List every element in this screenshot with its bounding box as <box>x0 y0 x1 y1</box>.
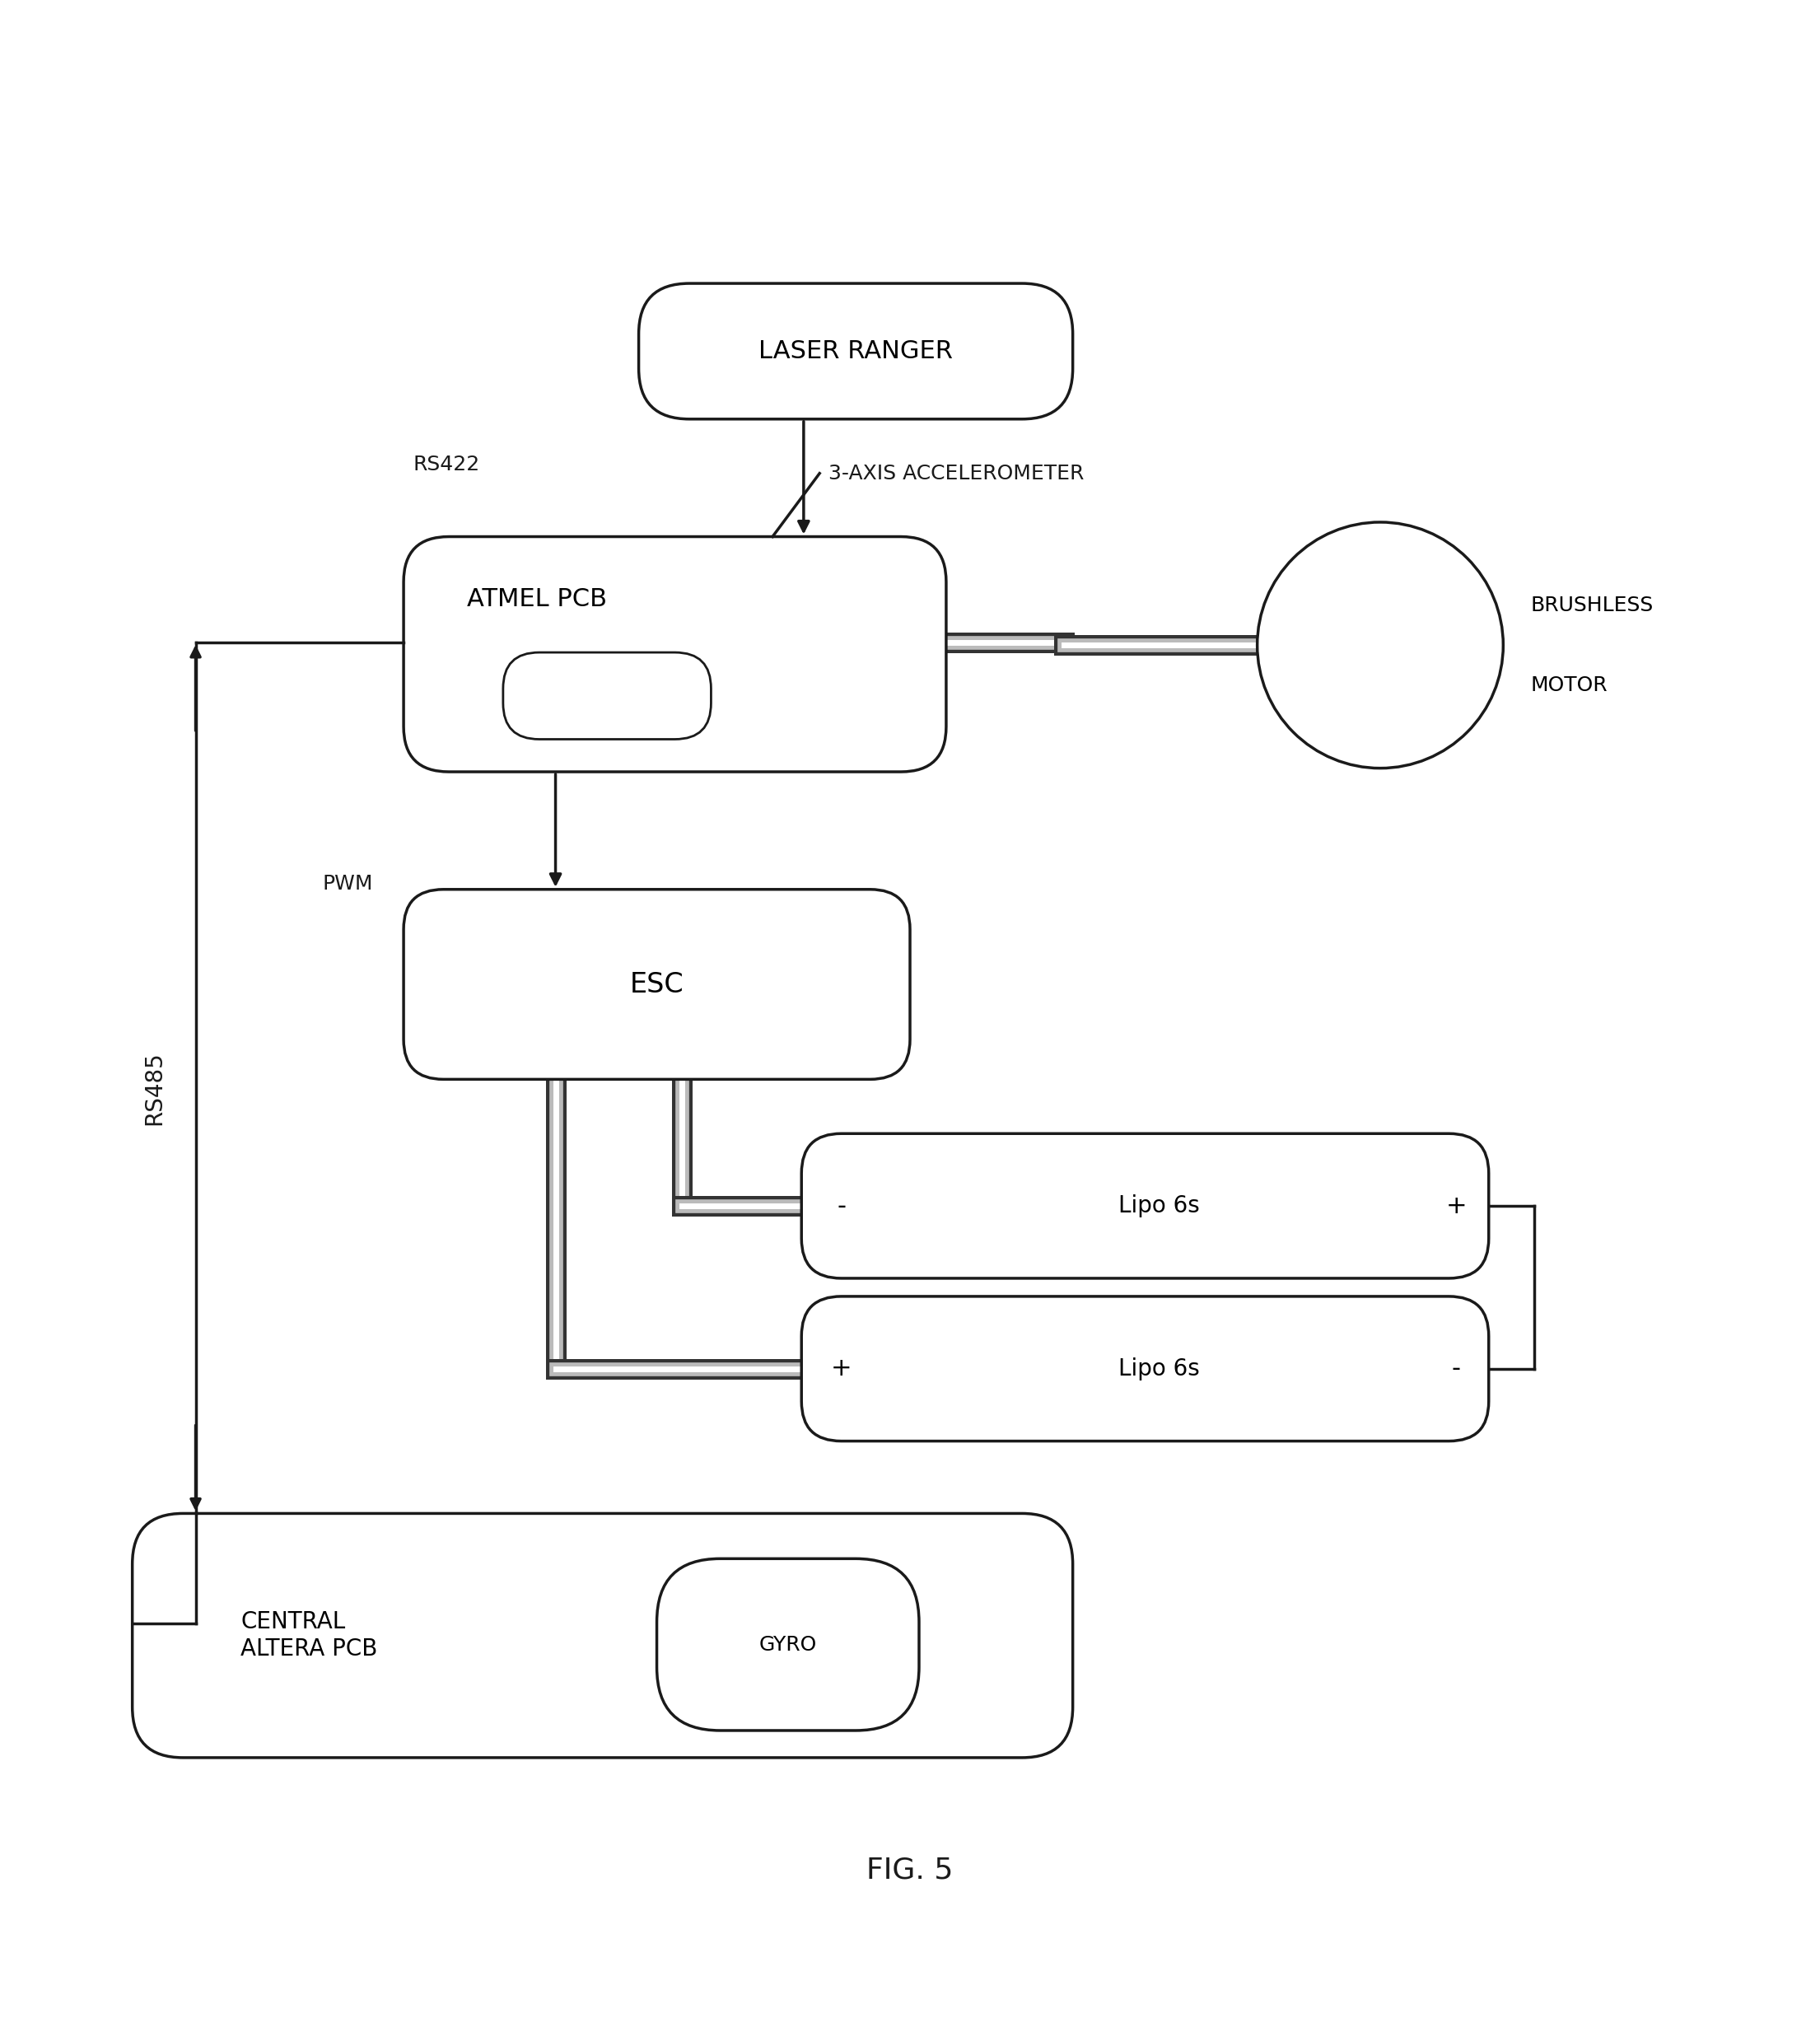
Text: ESC: ESC <box>630 971 684 998</box>
FancyBboxPatch shape <box>657 1559 919 1731</box>
FancyBboxPatch shape <box>639 282 1072 419</box>
Text: GYRO: GYRO <box>759 1634 817 1654</box>
Text: ATMEL PCB: ATMEL PCB <box>468 587 606 612</box>
Text: PWM: PWM <box>322 874 373 894</box>
FancyBboxPatch shape <box>801 1296 1489 1441</box>
Text: RS422: RS422 <box>413 455 479 473</box>
Text: +: + <box>1445 1195 1467 1217</box>
Text: Lipo 6s: Lipo 6s <box>1117 1357 1199 1380</box>
Text: CENTRAL
ALTERA PCB: CENTRAL ALTERA PCB <box>240 1611 379 1660</box>
Circle shape <box>1258 522 1503 768</box>
FancyBboxPatch shape <box>502 652 712 740</box>
Text: MOTOR: MOTOR <box>1531 675 1607 695</box>
Text: Lipo 6s: Lipo 6s <box>1117 1195 1199 1217</box>
Text: LASER RANGER: LASER RANGER <box>759 339 954 364</box>
FancyBboxPatch shape <box>404 890 910 1079</box>
Text: -: - <box>1452 1357 1461 1380</box>
Text: -: - <box>837 1195 846 1217</box>
FancyBboxPatch shape <box>404 536 946 772</box>
Text: 3-AXIS ACCELEROMETER: 3-AXIS ACCELEROMETER <box>828 463 1085 484</box>
FancyBboxPatch shape <box>133 1514 1072 1758</box>
Text: BRUSHLESS: BRUSHLESS <box>1531 595 1653 616</box>
Text: RS485: RS485 <box>142 1051 166 1126</box>
Text: FIG. 5: FIG. 5 <box>866 1855 954 1884</box>
Text: +: + <box>830 1357 852 1380</box>
FancyBboxPatch shape <box>801 1134 1489 1278</box>
